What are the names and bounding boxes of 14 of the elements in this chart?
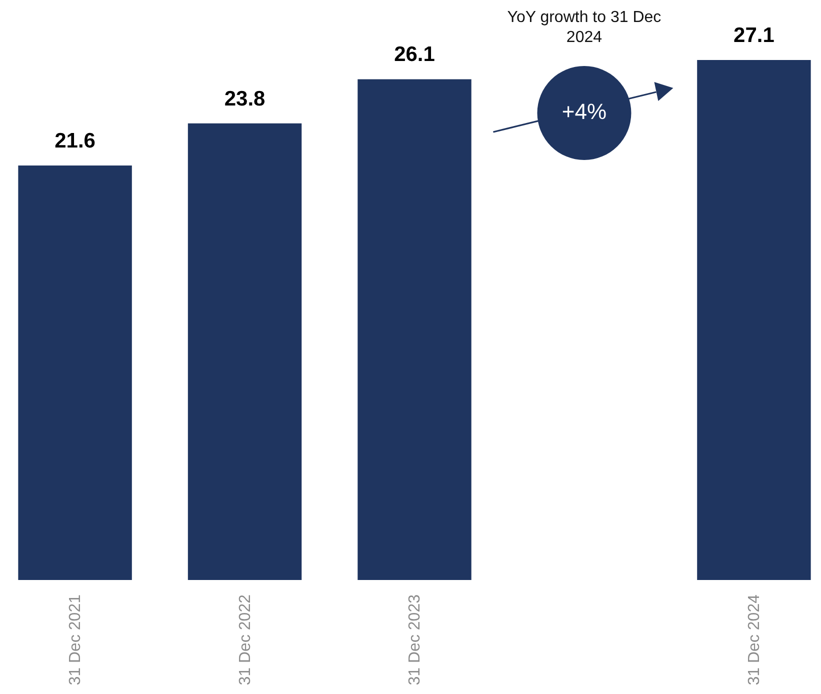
bar [18, 166, 132, 580]
data-label: 23.8 [224, 87, 266, 110]
bar [358, 79, 472, 580]
text: YoY growth to 31 Dec 2024 [506, 8, 662, 48]
annotation: +4% [560, 99, 608, 125]
bar [188, 123, 302, 580]
data-label: 26.1 [394, 43, 436, 66]
x-tick-label: 31 Dec 2024 [746, 594, 763, 686]
x-tick-label: 31 Dec 2021 [67, 594, 84, 686]
data-label: 27.1 [734, 24, 775, 47]
x-tick-label: 31 Dec 2023 [406, 594, 424, 686]
bar [697, 60, 811, 580]
x-tick-label: 31 Dec 2022 [236, 594, 254, 686]
data-label: 21.6 [54, 130, 96, 153]
